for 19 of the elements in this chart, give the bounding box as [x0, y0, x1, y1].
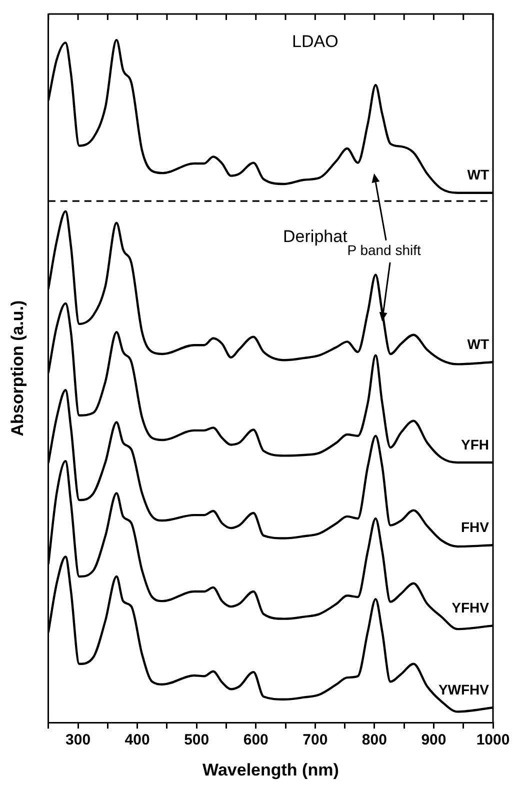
x-tick-label: 600: [243, 732, 268, 749]
x-tick-label: 300: [66, 732, 91, 749]
x-tick-label: 800: [362, 732, 387, 749]
series-label: YFH: [461, 436, 489, 452]
x-tick-label: 900: [421, 732, 446, 749]
series-label: FHV: [461, 518, 490, 535]
series-label: WT: [467, 336, 490, 352]
x-axis-title: Wavelength (nm): [202, 760, 339, 780]
series-label: YFHV: [452, 600, 490, 616]
series-label: YWFHV: [438, 681, 490, 698]
series-label: WT: [467, 166, 490, 183]
x-tick-label: 1000: [476, 732, 510, 749]
annotation: Deriphat: [283, 226, 348, 246]
x-tick-label: 400: [124, 732, 150, 749]
annotation: P band shift: [347, 242, 422, 258]
y-axis-title: Absorption (a.u.): [8, 300, 27, 436]
annotation: LDAO: [292, 32, 338, 52]
x-tick-label: 500: [184, 732, 210, 749]
x-tick-label: 700: [302, 732, 328, 749]
